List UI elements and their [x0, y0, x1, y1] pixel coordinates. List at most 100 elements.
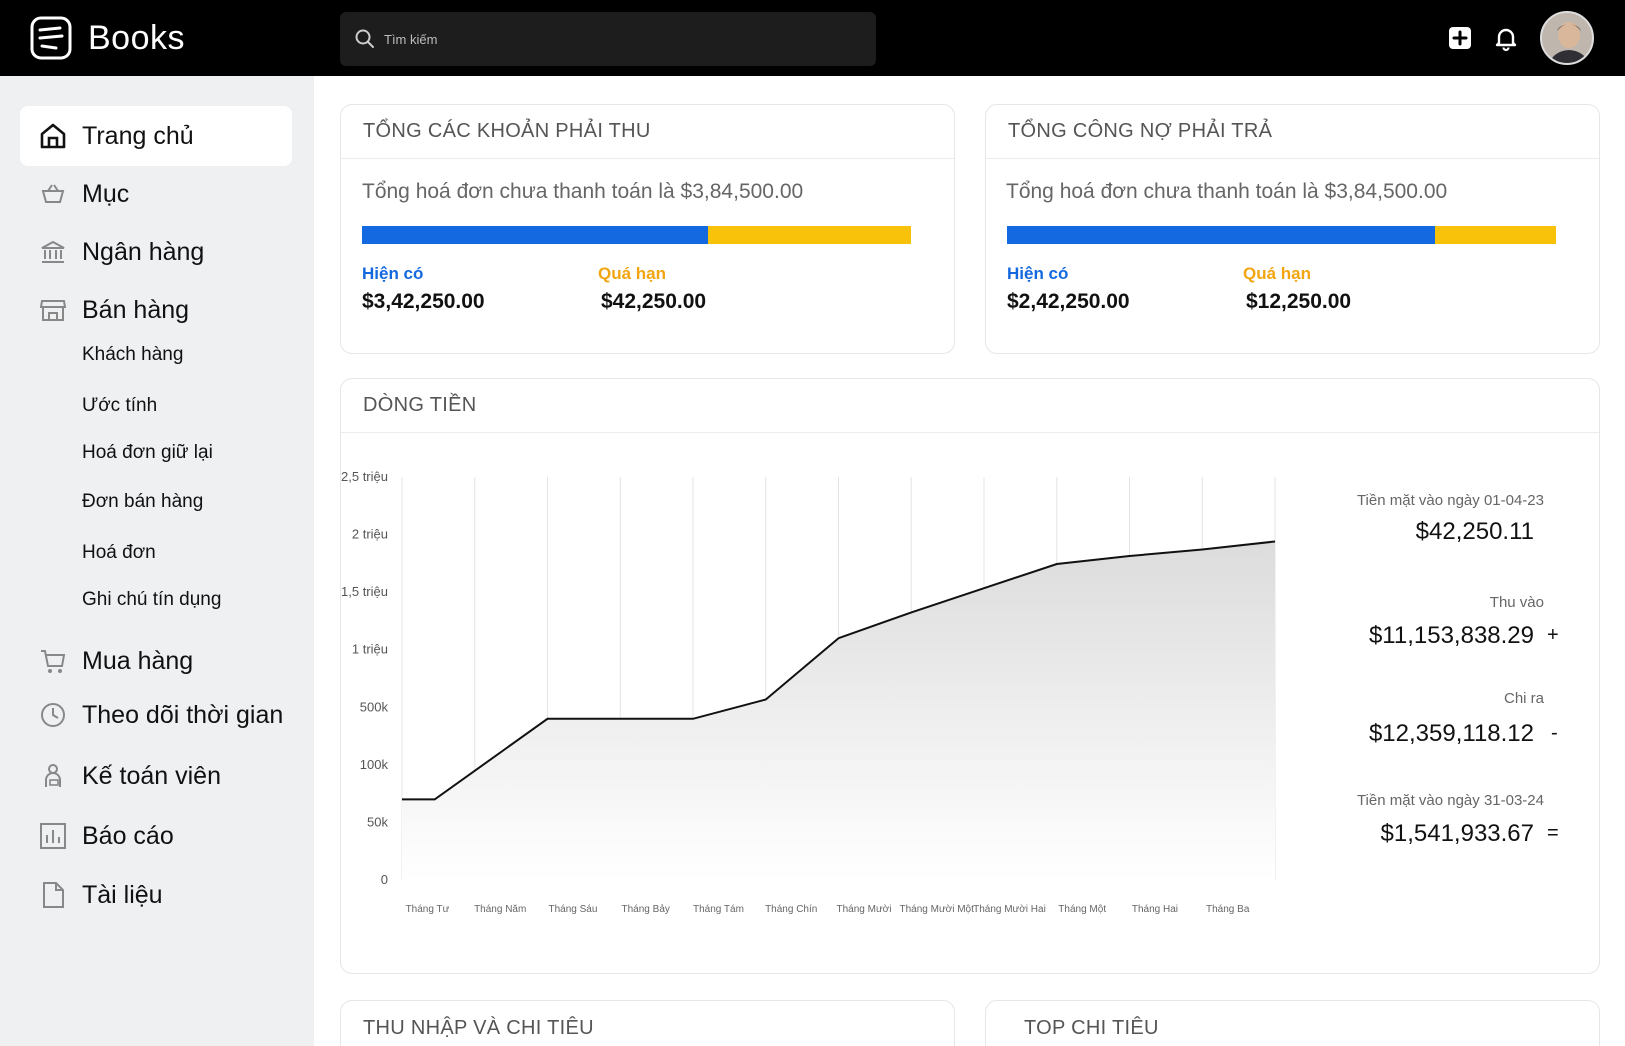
- sidebar-sub-customers[interactable]: Khách hàng: [82, 344, 184, 365]
- brand[interactable]: Books: [30, 16, 185, 60]
- receivables-summary: Tổng hoá đơn chưa thanh toán là $3,84,50…: [362, 180, 804, 203]
- accountant-icon: [45, 764, 61, 787]
- y-tick-label: 100k: [360, 757, 389, 772]
- receivables-overdue-label: Quá hạn: [598, 264, 667, 283]
- cashflow-chart: 2,5 triệu 2 triệu 1,5 triệu 1 triệu 500k 100k…: [341, 469, 1276, 915]
- payables-title: TỔNG CÔNG NỢ PHẢI TRẢ: [986, 105, 1599, 159]
- x-tick-label: Tháng Chín: [765, 904, 817, 915]
- y-tick-label: 50k: [367, 814, 388, 829]
- cashflow-area: [402, 541, 1275, 880]
- payables-overdue-value: $12,250.00: [1246, 290, 1352, 313]
- payables-current-value: $2,42,250.00: [1007, 290, 1130, 313]
- receivables-overdue-value: $42,250.00: [601, 290, 707, 313]
- x-tick-label: Tháng Mười Một: [900, 904, 975, 915]
- books-logo-icon: [30, 16, 72, 60]
- sidebar-item-accountant[interactable]: Kế toán viên: [20, 746, 292, 806]
- sidebar-item-label: Mục: [82, 179, 130, 208]
- x-tick-label: Tháng Tư: [406, 904, 450, 915]
- sidebar-item-label: Kế toán viên: [82, 761, 221, 790]
- search-bar[interactable]: [340, 12, 876, 66]
- sidebar-item-time-tracking[interactable]: Theo dõi thời gian: [20, 685, 292, 745]
- x-tick-label: Tháng Hai: [1132, 904, 1178, 915]
- closing-cash-operator: =: [1547, 822, 1559, 844]
- y-tick-label: 1,5 triệu: [341, 584, 388, 599]
- x-tick-label: Tháng Bảy: [622, 904, 670, 915]
- cash-in-value: $11,153,838.29: [1368, 622, 1534, 649]
- x-tick-label: Tháng Năm: [474, 904, 526, 915]
- x-tick-label: Tháng Một: [1058, 904, 1106, 915]
- store-icon: [39, 300, 67, 321]
- top-bar: Books: [0, 0, 1625, 76]
- opening-cash-label: Tiền mặt vào ngày 01-04-23: [1356, 492, 1544, 509]
- clock-icon: [41, 703, 65, 727]
- sidebar-item-home[interactable]: Trang chủ: [20, 106, 292, 166]
- income-expense-card: THU NHẬP VÀ CHI TIÊU: [340, 1000, 955, 1046]
- cart-icon: [41, 650, 66, 673]
- cash-out-value: $12,359,118.12: [1368, 720, 1534, 747]
- x-tick-label: Tháng Ba: [1206, 904, 1250, 915]
- top-expenses-card: TOP CHI TIÊU: [985, 1000, 1600, 1046]
- sidebar-item-label: Bán hàng: [82, 295, 190, 324]
- search-icon: [355, 29, 374, 48]
- sidebar-sub-sales-orders[interactable]: Đơn bán hàng: [82, 491, 204, 512]
- payables-current-label: Hiện có: [1007, 264, 1069, 283]
- y-tick-label: 0: [381, 872, 388, 887]
- x-tick-label: Tháng Tám: [693, 904, 744, 915]
- x-tick-label: Tháng Mười Hai: [973, 904, 1046, 915]
- document-icon: [43, 882, 64, 908]
- cash-in-label: Thu vào: [1489, 594, 1544, 611]
- sidebar-item-label: Theo dõi thời gian: [82, 700, 284, 729]
- top-expenses-title: TOP CHI TIÊU: [1024, 1016, 1159, 1039]
- cash-in-operator: +: [1547, 624, 1559, 646]
- plus-square-icon[interactable]: [1446, 24, 1474, 52]
- y-tick-label: 1 triệu: [352, 642, 388, 657]
- receivables-title: TỔNG CÁC KHOẢN PHẢI THU: [341, 105, 954, 159]
- sidebar-item-documents[interactable]: Tài liệu: [20, 865, 292, 925]
- sidebar-item-sales[interactable]: Bán hàng: [20, 280, 292, 340]
- y-tick-label: 2,5 triệu: [341, 469, 388, 484]
- x-tick-label: Tháng Mười: [836, 904, 891, 915]
- payables-overdue-label: Quá hạn: [1243, 264, 1312, 283]
- payables-overdue-segment: [1435, 226, 1556, 244]
- y-tick-label: 500k: [360, 699, 389, 714]
- sidebar-sub-held-invoices[interactable]: Hoá đơn giữ lại: [82, 442, 213, 463]
- y-tick-label: 2 triệu: [352, 527, 388, 542]
- avatar[interactable]: [1540, 11, 1594, 65]
- cash-out-operator: -: [1551, 722, 1558, 744]
- sidebar-item-bank[interactable]: Ngân hàng: [20, 222, 292, 282]
- app-name: Books: [88, 18, 185, 57]
- sidebar-sub-estimates[interactable]: Ước tính: [82, 395, 158, 416]
- receivables-overdue-segment: [707, 226, 911, 244]
- closing-cash-label: Tiền mặt vào ngày 31-03-24: [1356, 792, 1544, 809]
- sidebar-item-label: Mua hàng: [82, 646, 194, 675]
- receivables-progress-bar: [362, 226, 911, 244]
- sidebar-item-reports[interactable]: Báo cáo: [20, 806, 292, 866]
- sidebar: Trang chủ Mục Ngân hàng Bán hàng Khách h…: [0, 76, 314, 1046]
- opening-cash-value: $42,250.11: [1415, 518, 1534, 545]
- cashflow-title: DÒNG TIỀN: [341, 379, 1599, 433]
- cash-out-label: Chi ra: [1503, 690, 1544, 707]
- user-avatar-icon: [1542, 13, 1592, 63]
- receivables-current-label: Hiện có: [362, 264, 424, 283]
- income-expense-title: THU NHẬP VÀ CHI TIÊU: [363, 1016, 594, 1039]
- search-input[interactable]: [384, 31, 844, 47]
- home-icon: [40, 123, 66, 149]
- sidebar-item-label: Ngân hàng: [82, 237, 205, 266]
- payables-current-segment: [1007, 226, 1436, 244]
- sidebar-sub-invoices[interactable]: Hoá đơn: [82, 542, 156, 563]
- sidebar-item-label: Tài liệu: [82, 880, 163, 909]
- x-tick-label: Tháng Sáu: [548, 904, 597, 915]
- sidebar-item-label: Trang chủ: [82, 121, 194, 150]
- receivables-current-value: $3,42,250.00: [362, 290, 485, 313]
- closing-cash-value: $1,541,933.67: [1380, 820, 1534, 847]
- sidebar-item-purchases[interactable]: Mua hàng: [20, 631, 292, 691]
- basket-icon: [41, 184, 65, 203]
- payables-summary: Tổng hoá đơn chưa thanh toán là $3,84,50…: [1006, 180, 1448, 203]
- payables-progress-bar: [1007, 226, 1556, 244]
- sidebar-sub-credit-notes[interactable]: Ghi chú tín dụng: [82, 589, 222, 610]
- bell-icon[interactable]: [1492, 24, 1520, 52]
- bank-icon: [41, 240, 65, 263]
- sidebar-item-items[interactable]: Mục: [20, 164, 292, 224]
- receivables-current-segment: [362, 226, 708, 244]
- sidebar-item-label: Báo cáo: [82, 821, 174, 850]
